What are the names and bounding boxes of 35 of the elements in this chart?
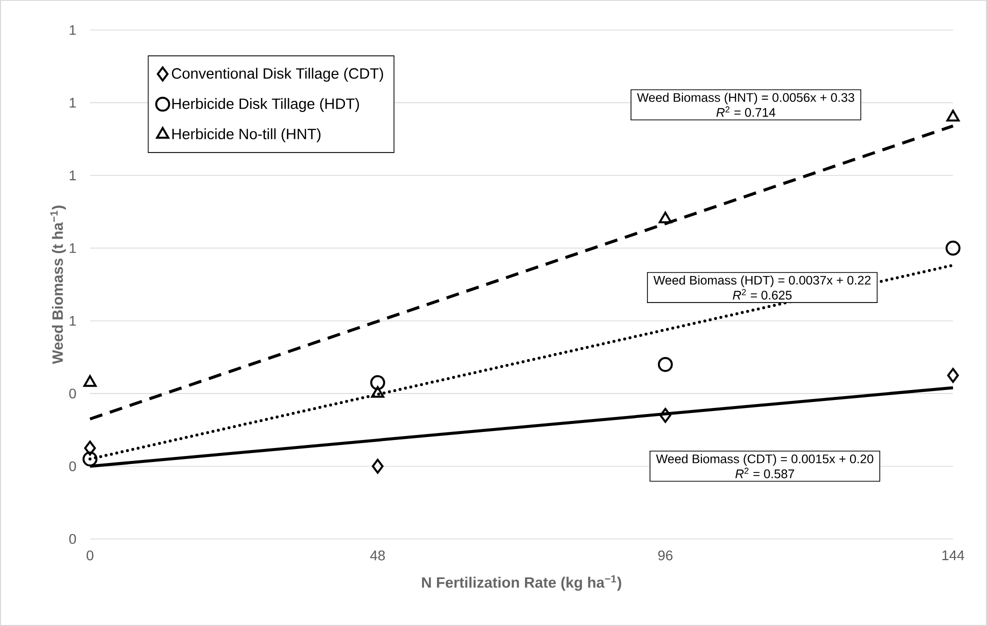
y-tick-label: 0 — [69, 461, 76, 472]
y-axis-title: Weed Biomass (t ha$^{−1}$) — [50, 206, 66, 364]
point — [658, 356, 673, 372]
point — [658, 212, 672, 224]
legend-label: Conventional Disk Tillage (CDT) — [172, 68, 384, 82]
point — [372, 458, 384, 474]
point — [946, 110, 960, 122]
point — [83, 375, 97, 387]
annotation: Weed Biomass (HNT) = 0.0056x + 0.33 — [637, 92, 854, 104]
point — [84, 440, 96, 456]
point — [371, 386, 384, 398]
point — [370, 375, 386, 390]
annotation: Weed Biomass (HDT) = 0.0037x + 0.22 — [653, 275, 871, 288]
annotation: R$^{2}$ = 0.714 — [716, 106, 776, 117]
x-tick-label: 144 — [942, 550, 964, 560]
x-tick-label: 96 — [658, 550, 672, 560]
y-tick-label: 0 — [69, 388, 76, 398]
point — [946, 240, 960, 256]
y-tick-label: 0 — [69, 534, 76, 544]
annotation: Weed Biomass (CDT) = 0.0015x + 0.20 — [656, 454, 874, 466]
x-tick-label: 0 — [86, 550, 94, 560]
x-tick-label: 48 — [370, 550, 385, 560]
y-tick-label: 1 — [70, 98, 76, 108]
x-axis-title: N Fertilization Rate (kg ha$^{−1}$) — [422, 575, 622, 591]
y-tick-label: 1 — [70, 170, 76, 180]
legend-label: Herbicide No-till (HNT) — [172, 128, 320, 142]
y-tick-label: 1 — [70, 243, 76, 253]
y-tick-label: 1 — [70, 25, 76, 35]
annotation: R$^{2}$ = 0.625 — [732, 289, 792, 300]
annotation: R$^{2}$ = 0.587 — [735, 468, 794, 478]
point — [947, 368, 959, 383]
point — [82, 452, 98, 466]
y-tick-label: 1 — [70, 316, 76, 326]
legend-label: Herbicide Disk Tillage (HDT) — [172, 98, 359, 112]
point — [659, 408, 672, 423]
